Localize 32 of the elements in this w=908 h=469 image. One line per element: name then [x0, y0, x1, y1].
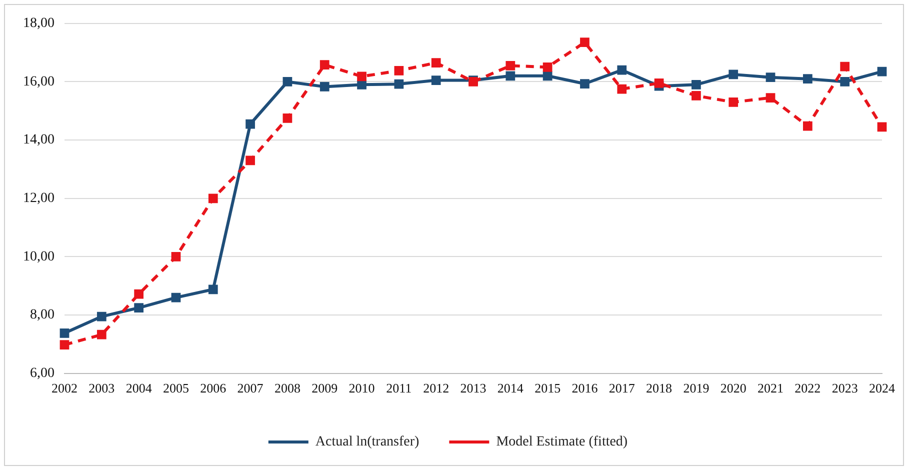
x-tick-label: 2022: [794, 380, 821, 396]
x-tick-label: 2017: [608, 380, 636, 396]
x-tick-label: 2014: [497, 380, 524, 396]
x-tick-label: 2015: [534, 380, 561, 396]
x-tick-label: 2011: [386, 380, 412, 396]
x-tick-label: 2020: [720, 380, 746, 396]
x-tick-label: 2012: [423, 380, 450, 396]
x-tick-label: 2008: [274, 380, 300, 396]
x-tick-label: 2002: [52, 380, 78, 396]
x-tick-label: 2023: [832, 380, 858, 396]
x-tick-label: 2009: [312, 380, 338, 396]
x-tick-label: 2016: [572, 380, 598, 396]
y-tick-label: 18,00: [23, 16, 54, 32]
y-tick-label: 14,00: [23, 132, 54, 148]
x-tick-label: 2005: [162, 380, 189, 396]
x-tick-label: 2021: [758, 380, 784, 396]
x-tick-label: 2019: [683, 380, 710, 396]
x-tick-label: 2007: [237, 380, 264, 396]
x-tick-label: 2018: [646, 380, 672, 396]
x-tick-label: 2003: [88, 380, 115, 396]
legend-label: Model Estimate (fitted): [496, 434, 628, 450]
y-tick-label: 16,00: [23, 74, 54, 90]
y-tick-label: 12,00: [23, 191, 54, 206]
legend-label: Actual ln(transfer): [315, 434, 420, 450]
x-tick-label: 2013: [460, 380, 486, 396]
x-tick-label: 2004: [126, 380, 152, 396]
x-tick-label: 2010: [348, 380, 375, 396]
y-tick-label: 8,00: [30, 308, 54, 323]
x-tick-label: 2024: [869, 380, 896, 396]
y-tick-label: 6,00: [30, 366, 54, 382]
y-tick-label: 10,00: [23, 249, 54, 264]
x-tick-label: 2006: [200, 380, 227, 396]
